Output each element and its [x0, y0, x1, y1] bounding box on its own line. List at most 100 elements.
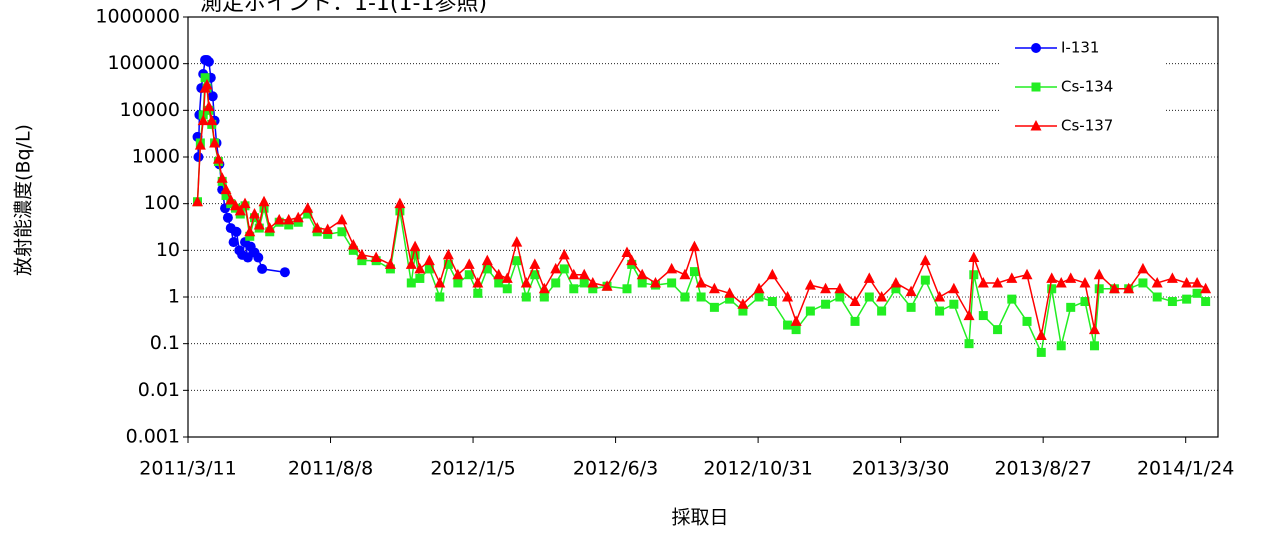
- marker: [876, 291, 888, 302]
- marker: [283, 213, 295, 225]
- marker: [737, 298, 749, 309]
- marker: [442, 248, 454, 260]
- marker: [622, 284, 632, 294]
- marker: [347, 239, 359, 250]
- series: [192, 78, 1212, 340]
- marker: [406, 278, 416, 288]
- marker: [201, 78, 213, 90]
- marker: [578, 268, 590, 280]
- marker: [579, 278, 589, 288]
- marker: [502, 284, 512, 294]
- marker: [1022, 316, 1032, 326]
- marker: [790, 315, 802, 326]
- marker: [934, 291, 946, 302]
- marker: [849, 295, 861, 307]
- marker: [356, 248, 368, 260]
- marker: [249, 208, 261, 219]
- marker: [890, 276, 902, 288]
- marker: [935, 306, 945, 316]
- marker: [452, 268, 464, 280]
- marker: [978, 311, 988, 321]
- marker: [212, 153, 224, 164]
- marker: [530, 270, 540, 280]
- marker: [964, 339, 974, 349]
- y-tick-label: 10: [156, 239, 180, 261]
- marker: [754, 292, 764, 302]
- marker: [520, 276, 532, 288]
- legend: I-131 Cs-134 Cs-137: [1000, 30, 1165, 145]
- marker: [977, 276, 989, 288]
- marker: [220, 183, 232, 195]
- marker: [385, 264, 395, 274]
- marker: [529, 258, 541, 269]
- marker: [782, 291, 794, 302]
- marker: [1182, 294, 1192, 304]
- marker: [1088, 323, 1100, 335]
- marker: [209, 136, 221, 148]
- marker: [1055, 276, 1067, 288]
- marker: [453, 278, 463, 288]
- marker: [1089, 341, 1099, 351]
- marker: [1181, 276, 1193, 288]
- legend-label: Cs-134: [1061, 78, 1113, 96]
- marker: [279, 267, 290, 278]
- marker: [303, 209, 313, 219]
- marker: [919, 254, 931, 266]
- marker: [1123, 282, 1135, 294]
- marker: [680, 292, 690, 302]
- marker: [863, 272, 875, 283]
- y-tick-label: 1000: [132, 146, 180, 168]
- marker: [1007, 294, 1017, 304]
- marker: [783, 320, 793, 330]
- marker: [203, 100, 215, 112]
- marker: [322, 223, 334, 234]
- marker: [1036, 347, 1046, 357]
- marker: [696, 292, 706, 302]
- marker: [194, 139, 206, 150]
- marker: [569, 284, 579, 294]
- y-tick-label: 1000000: [95, 6, 180, 28]
- marker: [1138, 278, 1148, 288]
- marker: [1094, 284, 1104, 294]
- marker: [649, 276, 661, 288]
- marker: [384, 258, 396, 269]
- marker: [253, 252, 264, 263]
- marker: [1191, 276, 1203, 288]
- marker: [906, 302, 916, 312]
- marker: [1046, 272, 1058, 283]
- marker: [1021, 268, 1033, 280]
- marker: [1108, 282, 1120, 294]
- marker: [1056, 341, 1066, 351]
- marker: [695, 276, 707, 288]
- marker: [435, 292, 445, 302]
- marker: [245, 231, 255, 241]
- marker: [805, 306, 815, 316]
- marker: [877, 306, 887, 316]
- marker: [588, 284, 598, 294]
- marker: [216, 172, 228, 183]
- marker: [357, 256, 367, 266]
- marker: [539, 292, 549, 302]
- marker: [521, 292, 531, 302]
- marker: [203, 56, 214, 67]
- x-tick-label: 2012/6/3: [573, 458, 658, 480]
- marker: [804, 279, 816, 290]
- chart-title: 測定ポイント：1-1(1-1参照): [200, 0, 487, 16]
- marker: [443, 259, 453, 269]
- y-tick-label: 10000: [120, 99, 180, 121]
- marker: [551, 278, 561, 288]
- marker: [1031, 43, 1041, 53]
- marker: [559, 264, 569, 274]
- legend-label: I-131: [1061, 39, 1099, 57]
- marker: [239, 197, 251, 209]
- marker: [482, 264, 492, 274]
- marker: [864, 292, 874, 302]
- marker: [1137, 262, 1149, 274]
- marker: [949, 299, 959, 309]
- marker: [200, 73, 210, 83]
- x-tick-label: 2013/3/30: [852, 458, 949, 480]
- marker: [264, 222, 276, 233]
- marker: [820, 282, 832, 294]
- y-axis-label: 放射能濃度(Bq/L): [13, 124, 35, 276]
